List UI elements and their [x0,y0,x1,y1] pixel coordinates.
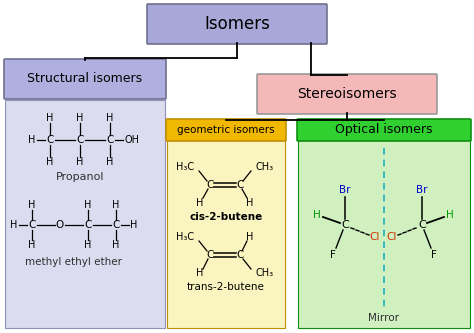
Text: H: H [28,200,36,210]
Text: Cl: Cl [370,232,380,242]
Text: H: H [106,113,114,123]
Text: OH: OH [125,135,139,145]
Text: geometric isomers: geometric isomers [177,125,275,135]
Text: H: H [196,198,204,208]
Text: Cl: Cl [387,232,397,242]
Bar [0,0,474,100]
Text: CH₃: CH₃ [256,268,274,278]
Text: methyl ethyl ether: methyl ethyl ether [26,257,122,267]
Text: trans-2-butene: trans-2-butene [187,282,265,292]
Bar [167,140,285,328]
Text: C: C [237,250,244,260]
Text: H: H [28,135,36,145]
Text: Stereoisomers: Stereoisomers [297,87,397,101]
Text: H: H [84,240,91,250]
Text: C: C [237,180,244,190]
Text: H: H [112,200,120,210]
Text: H: H [446,210,454,220]
Text: C: C [28,220,36,230]
Text: Optical isomers: Optical isomers [335,124,433,137]
Text: H: H [112,240,120,250]
Text: O: O [56,220,64,230]
Text: C: C [418,220,426,230]
Text: H: H [196,268,204,278]
Text: H: H [313,210,321,220]
Text: H: H [106,157,114,167]
Text: H₃C: H₃C [176,232,194,242]
Text: H: H [246,198,254,208]
Text: Isomers: Isomers [204,15,270,33]
Text: F: F [330,250,336,260]
Text: C: C [206,250,214,260]
FancyBboxPatch shape [257,74,437,114]
Text: H: H [84,200,91,210]
Text: Br: Br [339,185,351,195]
Text: C: C [206,180,214,190]
Bar [5,100,165,328]
FancyBboxPatch shape [4,59,166,99]
Text: Structural isomers: Structural isomers [27,73,143,86]
Text: CH₃: CH₃ [256,162,274,172]
Text: C: C [46,135,54,145]
Text: H: H [46,157,54,167]
Text: H: H [76,157,84,167]
Text: cis-2-butene: cis-2-butene [190,212,263,222]
Text: Propanol: Propanol [56,172,104,182]
Text: Br: Br [416,185,428,195]
Text: C: C [112,220,120,230]
Text: C: C [341,220,349,230]
Text: H₃C: H₃C [176,162,194,172]
Text: H: H [246,232,254,242]
Text: Mirror: Mirror [368,313,400,323]
FancyBboxPatch shape [147,4,327,44]
Bar [298,140,470,328]
Text: H: H [46,113,54,123]
Text: H: H [76,113,84,123]
Text: C: C [106,135,114,145]
Text: H: H [130,220,137,230]
FancyBboxPatch shape [297,119,471,141]
Text: H: H [10,220,18,230]
Text: C: C [76,135,84,145]
Text: C: C [84,220,91,230]
FancyBboxPatch shape [166,119,286,141]
Text: F: F [431,250,437,260]
Text: H: H [28,240,36,250]
